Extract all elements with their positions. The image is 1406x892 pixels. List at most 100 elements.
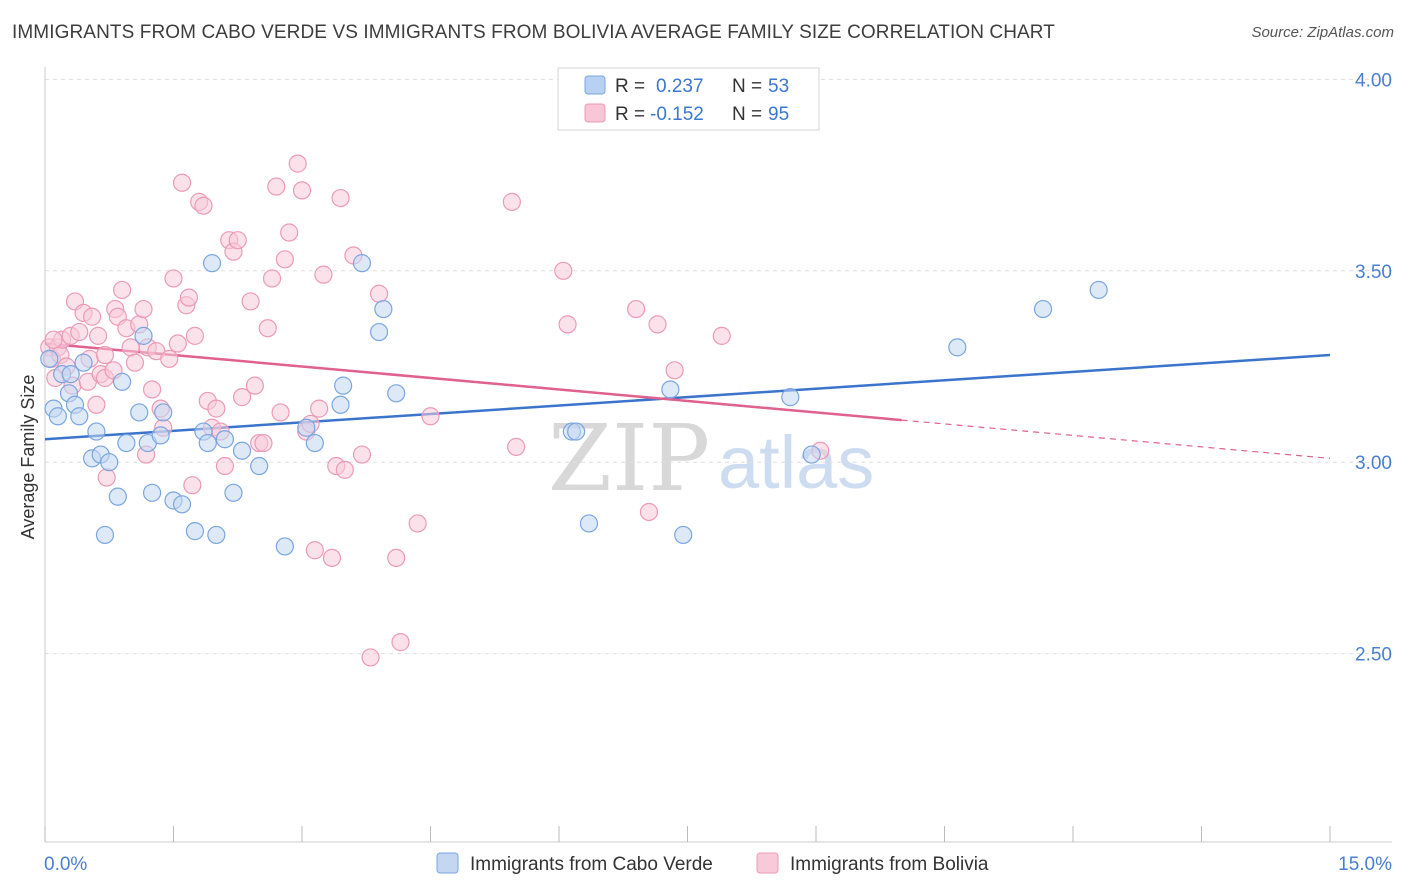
point-cabo-verde (374, 299, 393, 319)
point-bolivia (70, 322, 89, 342)
point-bolivia (89, 326, 108, 345)
point-cabo-verde (674, 525, 693, 545)
point-cabo-verde (948, 338, 967, 357)
point-bolivia (648, 315, 667, 334)
watermark-zip: ZIP (548, 405, 710, 512)
point-bolivia (421, 407, 440, 426)
point-bolivia (280, 223, 299, 242)
point-cabo-verde (70, 407, 89, 426)
point-bolivia (185, 326, 205, 345)
point-bolivia (314, 265, 333, 284)
point-bolivia (160, 349, 179, 368)
point-cabo-verde (331, 395, 350, 414)
point-bolivia (164, 269, 183, 288)
point-cabo-verde (579, 514, 599, 533)
point-bolivia (262, 269, 282, 288)
point-cabo-verde (232, 441, 252, 460)
stats-legend: R = 0.237 N = 53 R = -0.152 N = 95 (557, 67, 820, 131)
y-axis-label: Average Family Size (18, 375, 38, 540)
point-bolivia (558, 315, 577, 334)
point-cabo-verde (370, 322, 389, 342)
point-bolivia (335, 460, 354, 479)
legend-r-value-1: 0.237 (656, 76, 704, 97)
point-bolivia (112, 280, 132, 300)
y-tick-label: 4.00 (1355, 70, 1392, 91)
legend-swatch-pink (584, 103, 606, 123)
point-cabo-verde (134, 326, 153, 345)
legend-r-value-2: -0.152 (650, 104, 704, 125)
trend-line-bolivia-extrapolated (901, 419, 1331, 459)
point-cabo-verde (130, 403, 149, 422)
legend-n-label-2: N = (732, 104, 762, 125)
point-bolivia (554, 261, 573, 280)
point-cabo-verde (802, 445, 821, 464)
y-axis-ticks: 2.50 3.00 3.50 4.00 (1355, 70, 1392, 665)
series-swatch-cabo-verde (436, 852, 459, 874)
source-credit: Source: ZipAtlas.com (1251, 24, 1394, 41)
legend-r-label-2: R = (615, 104, 645, 125)
x-tick-label-min: 0.0% (44, 854, 87, 875)
gridlines (45, 78, 1392, 655)
series-legend: Immigrants from Cabo Verde Immigrants fr… (436, 852, 989, 875)
point-cabo-verde (108, 487, 127, 506)
point-cabo-verde (154, 403, 173, 422)
point-bolivia (305, 541, 324, 560)
point-bolivia (271, 403, 290, 422)
point-bolivia (245, 376, 264, 395)
point-bolivia (194, 196, 213, 215)
point-cabo-verde (567, 422, 586, 441)
point-bolivia (310, 399, 329, 418)
point-bolivia (183, 476, 202, 495)
point-bolivia (134, 299, 153, 319)
point-cabo-verde (40, 349, 59, 368)
point-bolivia (97, 468, 116, 487)
point-bolivia (361, 648, 380, 667)
point-cabo-verde (142, 483, 162, 502)
point-bolivia (207, 399, 226, 418)
point-bolivia (288, 154, 307, 173)
point-cabo-verde (172, 495, 192, 514)
point-bolivia (87, 395, 106, 414)
x-axis (44, 67, 1392, 843)
point-bolivia (254, 433, 273, 453)
point-bolivia (168, 334, 187, 353)
point-cabo-verde (1089, 280, 1108, 300)
point-bolivia (626, 299, 646, 319)
point-bolivia (387, 548, 406, 568)
trend-line-cabo-verde (44, 353, 1331, 441)
point-cabo-verde (1033, 299, 1053, 319)
point-bolivia (331, 188, 350, 208)
y-tick-label: 2.50 (1355, 645, 1392, 666)
chart-title: IMMIGRANTS FROM CABO VERDE VS IMMIGRANTS… (12, 22, 1055, 43)
point-cabo-verde (781, 388, 800, 407)
point-bolivia (275, 250, 294, 269)
point-cabo-verde (202, 254, 222, 273)
point-bolivia (408, 514, 427, 533)
x-tick-label-max: 15.0% (1338, 854, 1392, 875)
point-bolivia (172, 173, 192, 192)
point-bolivia (665, 361, 684, 380)
point-cabo-verde (185, 522, 205, 541)
point-bolivia (228, 231, 247, 250)
trend-lines (44, 342, 1331, 459)
point-cabo-verde (95, 525, 115, 545)
point-bolivia (232, 388, 252, 407)
point-bolivia (241, 292, 260, 311)
point-bolivia (215, 456, 234, 476)
point-cabo-verde (48, 407, 67, 426)
data-points (40, 154, 1108, 667)
point-cabo-verde (297, 418, 316, 437)
point-cabo-verde (275, 537, 294, 556)
point-cabo-verde (117, 433, 136, 453)
point-bolivia (639, 502, 659, 522)
point-bolivia (292, 181, 312, 200)
point-cabo-verde (207, 525, 226, 545)
point-bolivia (179, 288, 199, 307)
point-bolivia (391, 633, 410, 652)
legend-n-label-1: N = (732, 76, 762, 97)
point-bolivia (322, 548, 342, 568)
point-bolivia (370, 284, 389, 303)
point-bolivia (712, 326, 731, 345)
point-cabo-verde (100, 453, 119, 472)
